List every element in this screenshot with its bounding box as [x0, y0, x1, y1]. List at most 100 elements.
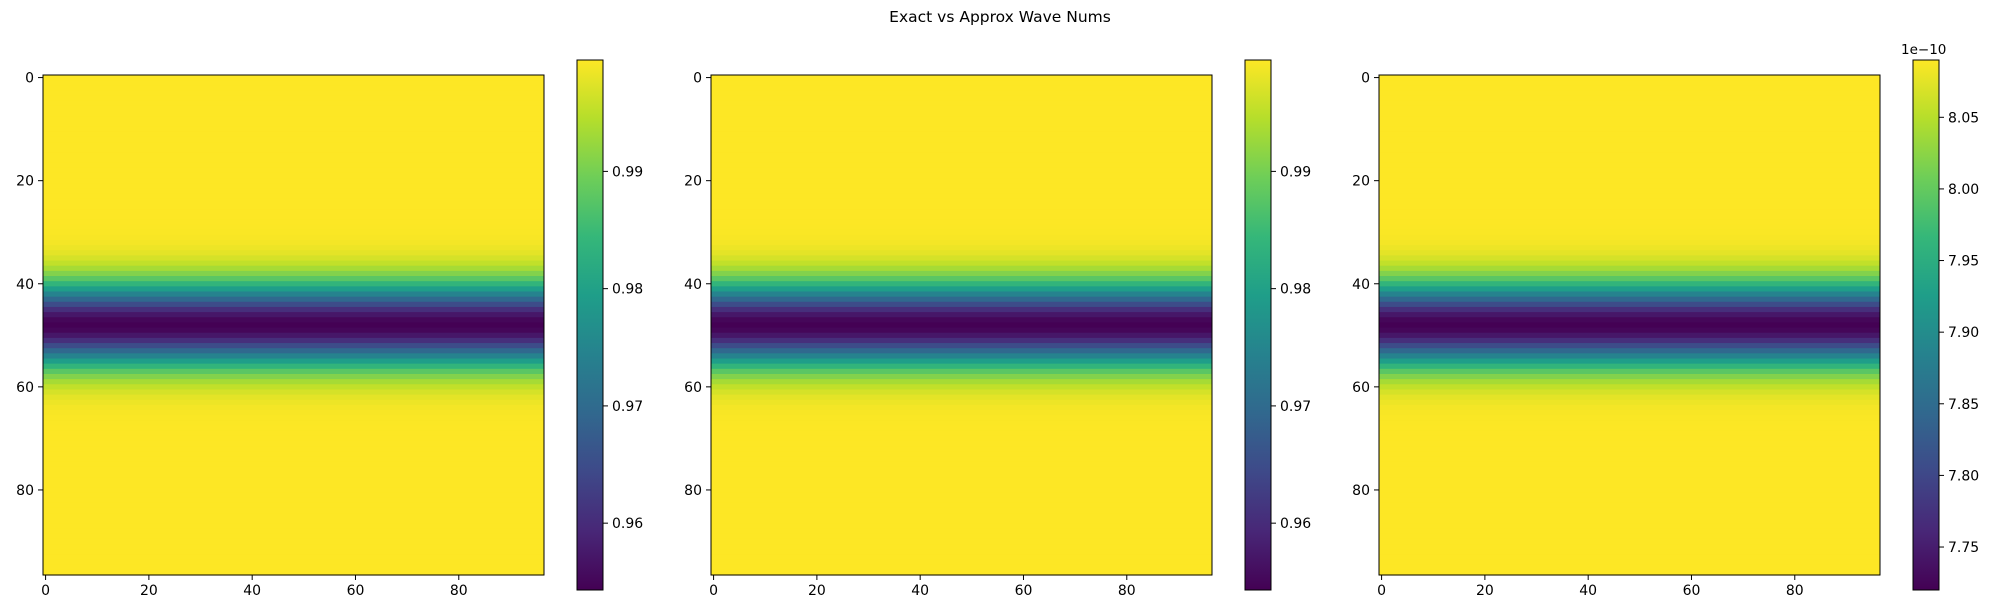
- heatmap-row: [1379, 322, 1880, 329]
- heatmap-row: [43, 85, 544, 92]
- y-tick-label: 40: [684, 277, 702, 293]
- heatmap-row: [1379, 404, 1880, 411]
- heatmap-row: [43, 348, 544, 354]
- heatmap-row: [711, 198, 1212, 205]
- heatmap-row: [43, 513, 544, 519]
- heatmap-row: [711, 301, 1212, 308]
- heatmap-row: [43, 399, 544, 406]
- heatmap-row: [711, 327, 1212, 334]
- heatmap-row: [1379, 224, 1880, 231]
- heatmap-row: [1379, 147, 1880, 153]
- heatmap-row: [43, 75, 544, 81]
- heatmap-row: [43, 260, 544, 267]
- heatmap-row: [43, 131, 544, 138]
- heatmap-row: [43, 291, 544, 298]
- heatmap-row: [43, 229, 544, 236]
- heatmap-row: [1379, 337, 1880, 344]
- heatmap-row: [43, 471, 544, 478]
- heatmap-row: [711, 379, 1212, 385]
- heatmap-row: [1379, 564, 1880, 571]
- heatmap-row: [1379, 451, 1880, 458]
- heatmap-row: [1379, 250, 1880, 257]
- heatmap-row: [1379, 533, 1880, 540]
- heatmap-row: [711, 142, 1212, 148]
- heatmap-row: [43, 167, 544, 174]
- heatmap-row: [711, 188, 1212, 195]
- heatmap-row: [43, 528, 544, 535]
- heatmap-row: [1379, 518, 1880, 525]
- heatmap-row: [711, 322, 1212, 329]
- axes-frame: [42, 74, 545, 576]
- heatmap-row: [43, 147, 544, 153]
- heatmap-row: [43, 487, 544, 494]
- heatmap-row: [43, 410, 544, 416]
- axes-frame: [710, 74, 1213, 576]
- x-tick-label: 20: [1476, 583, 1494, 599]
- heatmap-row: [1379, 142, 1880, 148]
- heatmap-row: [711, 549, 1212, 555]
- heatmap-row: [1379, 497, 1880, 504]
- heatmap-row: [711, 172, 1212, 179]
- heatmap-row: [43, 306, 544, 313]
- heatmap-row: [711, 492, 1212, 499]
- heatmap-row: [711, 152, 1212, 159]
- heatmap-panel-3: 0 20 40 60 80 0 20 40 60 80 7.75 7.80 7.85 7.90 7.95 8.…: [1352, 42, 1979, 599]
- heatmap-row: [711, 265, 1212, 272]
- heatmap-row: [1379, 152, 1880, 159]
- heatmap-row: [1379, 203, 1880, 210]
- heatmap-row: [711, 276, 1212, 282]
- heatmap-row: [711, 420, 1212, 427]
- heatmap-row: [711, 559, 1212, 566]
- heatmap-row: [711, 234, 1212, 241]
- heatmap-row: [43, 394, 544, 401]
- colorbar-tick-label: 0.97: [612, 399, 643, 415]
- heatmap-row: [1379, 487, 1880, 494]
- heatmap-row: [1379, 430, 1880, 437]
- colorbar-tick-label: 8.00: [1948, 182, 1979, 198]
- heatmap-row: [1379, 270, 1880, 277]
- heatmap-row: [43, 523, 544, 530]
- heatmap-row: [711, 466, 1212, 473]
- heatmap-row: [43, 435, 544, 442]
- heatmap-row: [43, 90, 544, 97]
- heatmap-row: [43, 497, 544, 504]
- heatmap-row: [711, 368, 1212, 375]
- heatmap-row: [1379, 291, 1880, 298]
- heatmap-row: [711, 312, 1212, 318]
- heatmap-row: [711, 404, 1212, 411]
- heatmap-row: [43, 95, 544, 102]
- heatmap-row: [43, 250, 544, 257]
- colorbar-tick-label: 8.05: [1948, 110, 1979, 126]
- heatmap-row: [43, 337, 544, 344]
- heatmap-row: [43, 214, 544, 220]
- x-tick-label: 20: [140, 583, 158, 599]
- heatmap-row: [43, 564, 544, 571]
- x-tick-label: 0: [41, 583, 50, 599]
- heatmap-row: [1379, 456, 1880, 463]
- heatmap-row: [711, 250, 1212, 257]
- heatmap-panel-2: 0 20 40 60 80 0 20 40 60 80 0.96 0.97 0.98 0.99: [684, 59, 1311, 599]
- heatmap-row: [1379, 162, 1880, 169]
- colorbar: [1244, 59, 1272, 591]
- heatmap-row: [1379, 384, 1880, 391]
- heatmap-row: [711, 147, 1212, 153]
- heatmap-row: [43, 219, 544, 226]
- heatmap-row: [1379, 425, 1880, 432]
- heatmap-row: [1379, 85, 1880, 92]
- heatmap-row: [43, 404, 544, 411]
- heatmap-row: [711, 224, 1212, 231]
- heatmap-row: [711, 410, 1212, 416]
- y-tick-label: 80: [684, 483, 702, 499]
- heatmap-row: [43, 482, 544, 488]
- heatmap-row: [1379, 332, 1880, 339]
- heatmap-row: [711, 90, 1212, 97]
- heatmap-row: [43, 281, 544, 287]
- heatmap-row: [43, 152, 544, 159]
- heatmap-panel-1: 0 20 40 60 80 0 20 40 60 80 0.96 0.97 0.98 0.99: [16, 59, 643, 599]
- colorbar-tick-label: 0.99: [1280, 164, 1311, 180]
- y-tick-label: 0: [25, 71, 34, 87]
- y-tick-label: 20: [684, 174, 702, 190]
- heatmap-row: [1379, 513, 1880, 519]
- x-tick-label: 40: [911, 583, 929, 599]
